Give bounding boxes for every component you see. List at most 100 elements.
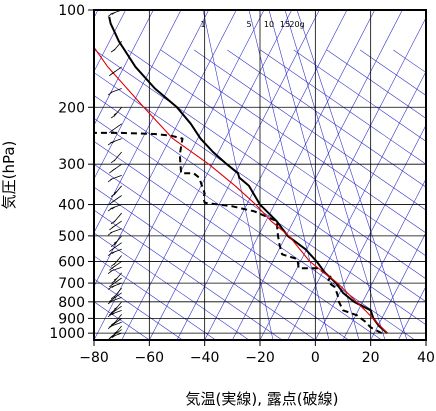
wind-barb [109, 292, 122, 302]
y-tick-label: 600 [58, 254, 85, 270]
wind-barb [107, 282, 122, 290]
y-tick-label: 800 [58, 295, 85, 311]
dry-adiabat-line [94, 255, 216, 340]
dewpoint-line [94, 131, 383, 335]
isotherm-line [94, 10, 209, 234]
dry-adiabat-line [94, 95, 426, 326]
mixing-ratio-label: 10 [264, 20, 274, 29]
wind-barb [109, 195, 122, 205]
wind-barb [107, 321, 122, 330]
y-tick-label: 400 [58, 198, 85, 214]
wind-barb [109, 242, 122, 252]
wind-barb [110, 325, 122, 338]
wind-barb [109, 163, 122, 174]
isotherm-line [121, 10, 292, 340]
x-tick-label: 0 [311, 350, 320, 366]
wind-barb [107, 297, 122, 305]
x-tick-label: 20 [362, 350, 380, 366]
mixing-ratio-label: 15 [280, 20, 290, 29]
wind-barb [109, 305, 122, 316]
wind-barb [110, 212, 122, 225]
dry-adiabat-line [94, 186, 316, 340]
x-tick-label: −40 [190, 350, 220, 366]
isotherm-line [204, 10, 375, 340]
parcel-line [94, 46, 388, 334]
x-tick-label: −60 [135, 350, 165, 366]
x-axis-title: 気温(実線), 露点(破線) [186, 390, 339, 408]
isotherm-line [176, 10, 348, 340]
y-tick-label: 1000 [49, 326, 85, 342]
wind-barb [109, 277, 122, 288]
y-tick-label: 200 [58, 100, 85, 116]
wind-barb [107, 309, 122, 318]
wind-barb [107, 204, 122, 212]
wind-barb [107, 266, 122, 274]
mixing-ratio-labels: 1 5 10 15 20g [200, 20, 304, 29]
wind-barbs [107, 9, 122, 340]
wind-barb [110, 255, 122, 267]
isotherm-line [315, 124, 426, 340]
y-tick-label: 500 [58, 229, 85, 245]
isotherm-line [94, 10, 126, 73]
x-tick-label: −80 [79, 350, 109, 366]
wind-barb [110, 287, 122, 300]
y-tick-label: 300 [58, 157, 85, 173]
mixing-ratio-label: 20g [289, 20, 304, 29]
wind-barb [110, 314, 122, 326]
dry-adiabat-line [94, 232, 250, 340]
wind-barb [110, 41, 122, 53]
dry-adiabat-line [326, 49, 426, 119]
dry-adiabat-line [260, 49, 426, 165]
dry-adiabat-line [94, 163, 349, 340]
mixing-ratio-line [284, 10, 386, 340]
isotherm-line [94, 10, 265, 340]
dry-adiabat-line [227, 49, 426, 188]
isotherm-line [425, 339, 426, 340]
wind-barb [110, 107, 122, 119]
dry-adiabat-line [94, 278, 183, 340]
dry-adiabat-line [94, 49, 426, 280]
temperature-line [108, 16, 388, 334]
wind-barb [109, 66, 122, 77]
wind-barb [110, 272, 122, 284]
x-axis: −80 −60 −40 −20 0 20 40 [79, 340, 435, 366]
isotherm-line [94, 10, 182, 180]
x-tick-label: 40 [417, 350, 435, 366]
isotherm-line [370, 231, 426, 340]
wind-barb [107, 248, 122, 257]
wind-barb [109, 220, 122, 231]
wind-barb [110, 151, 122, 164]
wind-barb [107, 228, 122, 236]
wind-barb [110, 235, 122, 248]
mixing-ratio-label: 5 [246, 20, 251, 29]
wind-barb [107, 88, 122, 96]
wind-barb [107, 138, 122, 146]
dry-adiabat-line [193, 49, 426, 211]
y-axis-title: 気圧(hPa) [0, 141, 18, 210]
dry-adiabat-line [427, 50, 436, 340]
y-tick-label: 100 [58, 3, 85, 19]
wind-barb [110, 301, 122, 313]
isotherm-line [342, 178, 426, 340]
isotherm-line [94, 10, 154, 126]
dry-adiabat-line [293, 49, 426, 142]
isotherm-line [259, 17, 426, 340]
wind-barb [109, 123, 122, 133]
isotherm-line [287, 70, 426, 340]
dry-adiabat-line [94, 72, 426, 303]
wind-barb [110, 185, 122, 197]
dry-adiabat-line [127, 49, 426, 257]
y-tick-label: 700 [58, 276, 85, 292]
wind-barb [107, 175, 122, 183]
dry-adiabat-line [94, 140, 382, 340]
mixing-ratio-line [268, 10, 360, 340]
y-tick-label: 900 [58, 311, 85, 327]
mixing-ratio-label: 1 [200, 20, 205, 29]
dry-adiabat-line [94, 209, 283, 340]
isotherm-line [232, 10, 403, 340]
x-tick-label: −20 [245, 350, 275, 366]
series-layer [94, 16, 388, 335]
isotherm-line [149, 10, 320, 340]
